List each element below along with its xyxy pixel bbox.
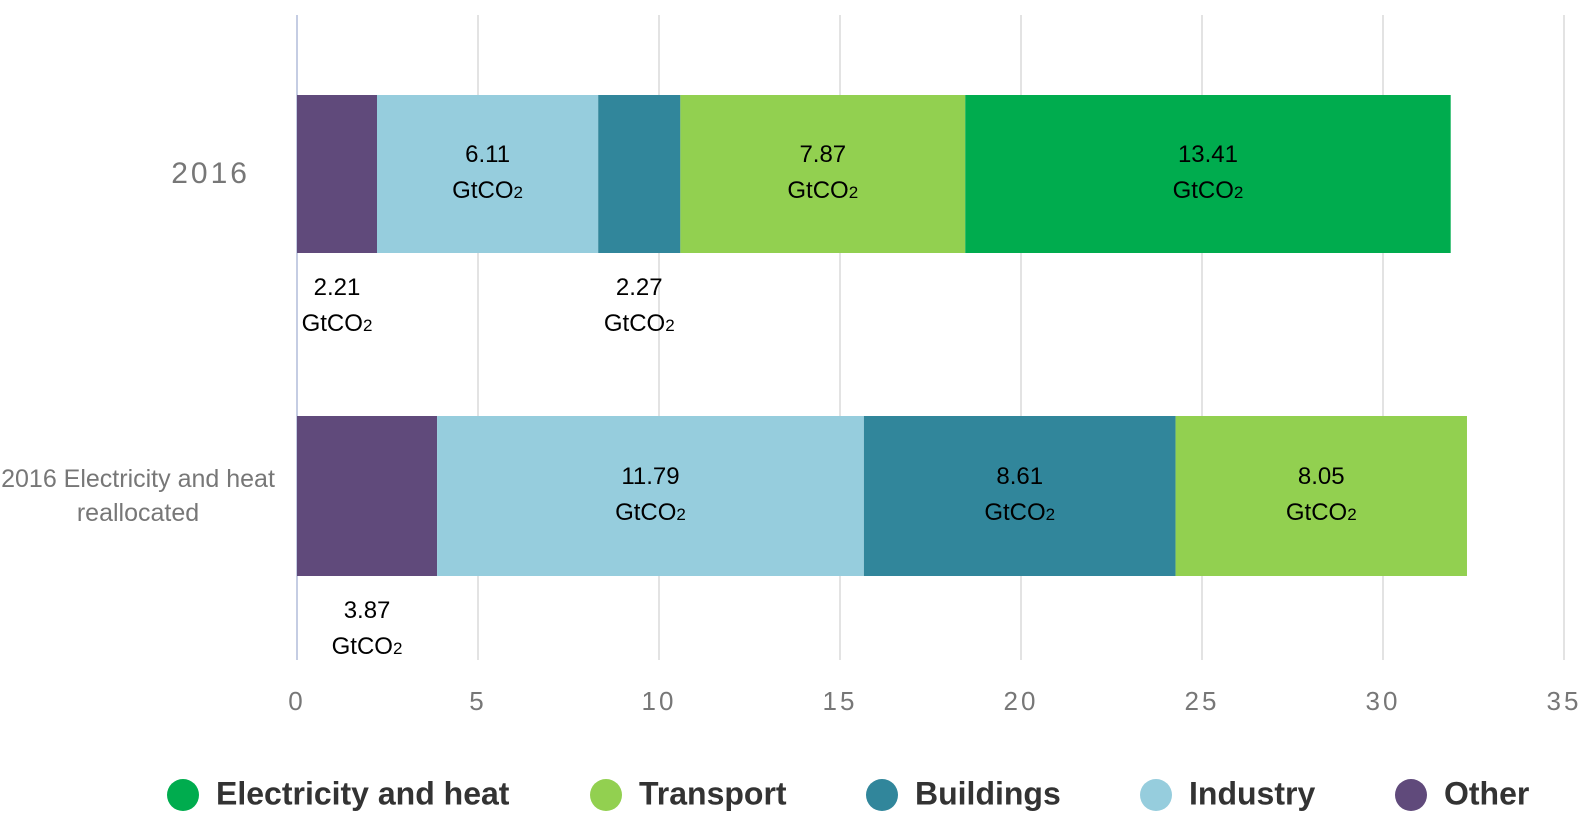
x-tick-label: 35	[1547, 686, 1578, 716]
x-tick-label: 5	[469, 686, 486, 716]
x-tick-label: 20	[1004, 686, 1039, 716]
data-label-part: 2	[849, 183, 858, 202]
data-label: 8.61 GtCO2	[984, 463, 1055, 526]
data-label-part: GtCO	[787, 177, 848, 204]
legend-marker	[866, 779, 898, 811]
legend-marker	[1395, 779, 1427, 811]
bar-segment	[680, 95, 966, 253]
y-tick-label: 2016 Electricity and heat reallocated	[1, 465, 275, 527]
data-label-part: 2.27	[616, 274, 663, 301]
data-label: 2.27 GtCO2	[604, 274, 675, 337]
bar-segment	[598, 95, 681, 253]
data-label: 3.87 GtCO2	[332, 597, 403, 660]
data-label-part: 13.41	[1178, 141, 1238, 168]
data-label: 8.05 GtCO2	[1286, 463, 1357, 526]
bar-segment	[297, 416, 438, 576]
legend-label: Electricity and heat	[216, 775, 510, 811]
data-label-part: GtCO	[1173, 177, 1234, 204]
data-label-part: 3.87	[344, 597, 391, 624]
data-label-part: 2	[514, 183, 523, 202]
legend-marker	[1140, 779, 1172, 811]
data-label-part: GtCO	[604, 310, 665, 337]
data-label-part: 6.11	[465, 141, 510, 168]
data-label-part: 2	[1347, 505, 1356, 524]
x-tick-label: 0	[288, 686, 305, 716]
data-label-part: GtCO	[332, 633, 393, 660]
x-tick-label: 25	[1185, 686, 1220, 716]
bar-segment	[965, 95, 1451, 253]
data-label-part: 8.61	[996, 463, 1043, 490]
legend-label: Industry	[1189, 775, 1315, 811]
data-label: 7.87 GtCO2	[787, 141, 858, 204]
x-tick-label: 30	[1366, 686, 1401, 716]
data-label: 11.79 GtCO2	[615, 463, 686, 526]
data-label-part: 2	[665, 316, 674, 335]
data-label-part: GtCO	[615, 499, 676, 526]
x-tick-label: 10	[642, 686, 677, 716]
data-label-part: 2	[676, 505, 685, 524]
data-label-part: 2	[363, 316, 372, 335]
data-label: 6.11 GtCO2	[452, 141, 523, 204]
data-label-part: GtCO	[984, 499, 1045, 526]
legend-label: Other	[1444, 775, 1529, 811]
data-label-part: GtCO	[302, 310, 363, 337]
y-tick-label: 2016	[171, 157, 250, 190]
data-label-part: 8.05	[1298, 463, 1345, 490]
data-label-part: GtCO	[452, 177, 513, 204]
bar-segment	[437, 416, 864, 576]
data-label: 2.21 GtCO2	[302, 274, 373, 337]
legend-marker	[590, 779, 622, 811]
legend-marker	[167, 779, 199, 811]
legend-label: Transport	[639, 775, 787, 811]
x-tick-label: 15	[823, 686, 858, 716]
data-label-part: 11.79	[621, 463, 679, 490]
data-label-part: 2.21	[314, 274, 361, 301]
bar-segment	[297, 95, 378, 253]
bar-segment	[1175, 416, 1467, 576]
bar-segment	[863, 416, 1176, 576]
bar-segment	[377, 95, 599, 253]
data-label-part: 2	[393, 639, 402, 658]
data-label-part: 2	[1234, 183, 1243, 202]
data-label-part: 7.87	[799, 141, 846, 168]
data-label-part: 2	[1046, 505, 1055, 524]
legend-label: Buildings	[915, 775, 1061, 811]
data-label: 13.41 GtCO2	[1173, 141, 1244, 204]
data-label-part: GtCO	[1286, 499, 1347, 526]
